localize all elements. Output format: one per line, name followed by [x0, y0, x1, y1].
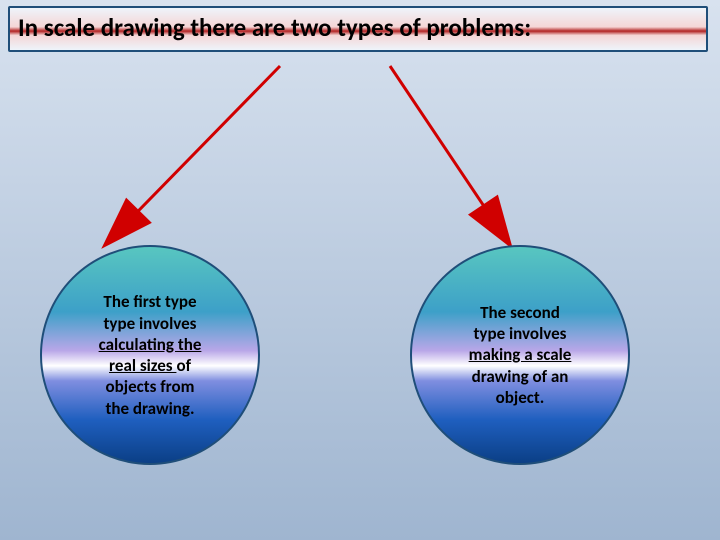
circle-right-text: The second type involves making a scale … [451, 302, 590, 408]
circle-right: The second type involves making a scale … [410, 245, 630, 465]
text-line: objects from [106, 376, 195, 397]
text-line-underlined: making a scale [469, 344, 572, 365]
text-line: drawing of an [472, 366, 569, 387]
text-line: object. [496, 387, 545, 408]
arrow-right [390, 66, 510, 245]
text-line: The first type [103, 291, 196, 312]
slide: In scale drawing there are two types of … [0, 0, 720, 540]
title-box: In scale drawing there are two types of … [8, 6, 708, 52]
text-line-underlined: real sizes [109, 355, 176, 376]
arrow-left [105, 66, 280, 245]
title-text: In scale drawing there are two types of … [18, 12, 698, 43]
circle-left: The first type type involves calculating… [40, 245, 260, 465]
text-line: the drawing. [105, 398, 194, 419]
text-line: of [176, 355, 191, 376]
text-line: type involves [104, 313, 197, 334]
text-line: type involves [474, 323, 567, 344]
circle-left-text: The first type type involves calculating… [81, 291, 220, 419]
text-line-underlined: calculating the [99, 334, 202, 355]
text-line: The second [480, 302, 560, 323]
